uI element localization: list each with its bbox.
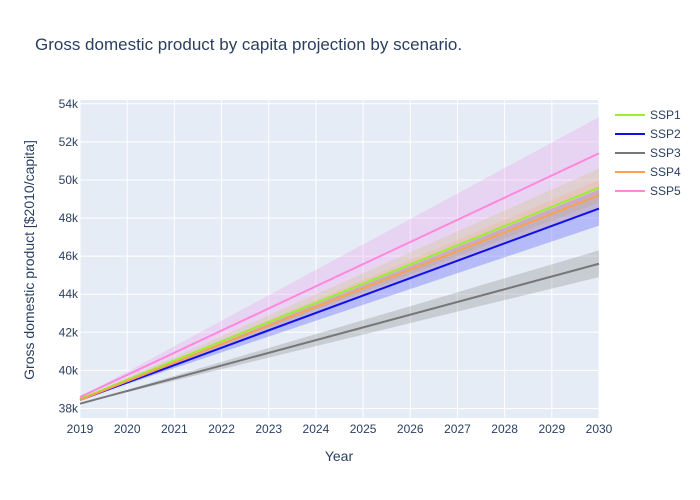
ssp4-line <box>79 194 600 401</box>
x-axis-title: Year <box>325 448 354 464</box>
x-tick-label: 2024 <box>303 422 330 436</box>
x-tick-label: 2030 <box>586 422 613 436</box>
ssp5-band <box>80 117 599 398</box>
x-tick-label: 2022 <box>208 422 235 436</box>
y-tick-label: 50k <box>59 173 79 187</box>
ssp4-band <box>80 179 599 400</box>
x-tick-label: 2021 <box>161 422 188 436</box>
x-tick-label: 2023 <box>255 422 282 436</box>
ssp5-line <box>79 152 600 398</box>
x-tick-label: 2025 <box>350 422 377 436</box>
y-tick-label: 44k <box>59 287 79 301</box>
grid <box>79 100 600 418</box>
legend-item-ssp4[interactable]: SSP4 <box>615 165 681 179</box>
y-tick-label: 42k <box>59 325 79 339</box>
confidence-bands <box>80 117 599 404</box>
x-tick-label: 2020 <box>114 422 141 436</box>
x-tick-label: 2019 <box>67 422 94 436</box>
y-tick-label: 48k <box>59 211 79 225</box>
y-tick-label: 54k <box>59 97 79 111</box>
legend-label: SSP4 <box>650 165 681 179</box>
legend-label: SSP2 <box>650 127 681 141</box>
ssp2-band <box>80 189 599 400</box>
series-lines <box>79 152 600 405</box>
y-tick-label: 46k <box>59 249 79 263</box>
ssp3-band <box>80 250 599 404</box>
y-tick-label: 52k <box>59 135 79 149</box>
legend-label: SSP1 <box>650 108 681 122</box>
y-axis-title: Gross domestic product [$2010/capita] <box>21 140 37 380</box>
x-tick-label: 2026 <box>397 422 424 436</box>
ssp1-band <box>80 168 599 399</box>
y-tick-label: 38k <box>59 401 79 415</box>
legend-label: SSP5 <box>650 184 681 198</box>
x-tick-label: 2027 <box>444 422 471 436</box>
ssp3-line <box>79 262 600 405</box>
ssp1-line <box>79 186 600 400</box>
x-tick-label: 2028 <box>491 422 518 436</box>
legend[interactable]: SSP1 SSP2 SSP3 SSP4 SSP5 <box>615 108 681 198</box>
legend-item-ssp2[interactable]: SSP2 <box>615 127 681 141</box>
legend-item-ssp3[interactable]: SSP3 <box>615 146 681 160</box>
x-tick-label: 2029 <box>538 422 565 436</box>
y-axis-ticks: 38k 40k 42k 44k 46k 48k 50k 52k 54k <box>59 97 79 416</box>
chart-title: Gross domestic product by capita project… <box>35 35 462 54</box>
x-axis-ticks: 2019 2020 2021 2022 2023 2024 2025 2026 2027 2028… <box>67 422 613 436</box>
y-tick-label: 40k <box>59 363 79 377</box>
legend-label: SSP3 <box>650 146 681 160</box>
legend-item-ssp1[interactable]: SSP1 <box>615 108 681 122</box>
legend-item-ssp5[interactable]: SSP5 <box>615 184 681 198</box>
ssp2-line <box>79 207 600 401</box>
